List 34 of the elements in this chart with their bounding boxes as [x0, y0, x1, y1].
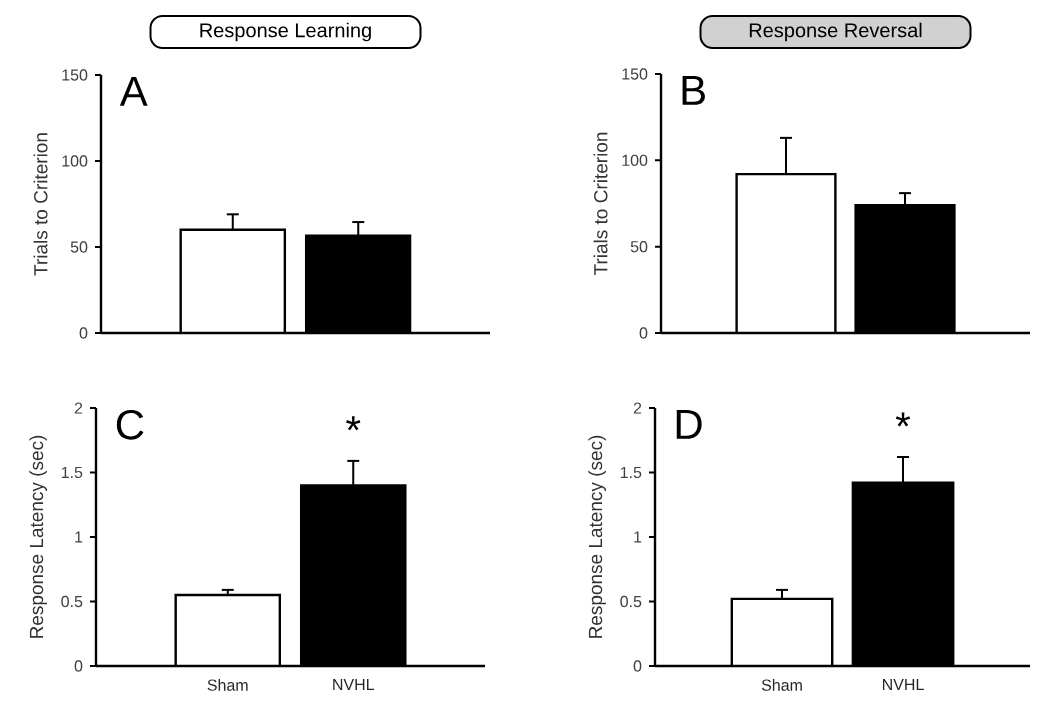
y-tick-label: 2: [633, 402, 642, 414]
y-tick-label: 1: [634, 531, 642, 543]
y-tick-label: 50: [630, 241, 648, 253]
annotation: A: [119, 76, 148, 106]
annotation: *: [895, 412, 911, 427]
y-tick-label: 0: [74, 660, 83, 672]
x-tick-label: NVHL: [882, 679, 924, 691]
y-axis-title: Trials to Criterion: [593, 132, 608, 276]
y-tick-label: 0.5: [620, 595, 642, 608]
y-tick-label: 150: [62, 69, 88, 81]
y-tick-label: 0: [633, 660, 642, 672]
y-tick-label: 1.5: [620, 466, 642, 479]
y-tick-label: 100: [62, 155, 88, 167]
chart-title: Response Learning: [200, 22, 371, 42]
y-tick-label: 50: [70, 241, 88, 253]
annotation: B: [682, 75, 705, 105]
annotation: D: [676, 409, 702, 439]
y-tick-label: 2: [74, 402, 83, 414]
x-tick-label: Sham: [207, 679, 248, 691]
x-tick-label: NVHL: [333, 679, 375, 691]
y-tick-label: 0: [79, 327, 88, 339]
y-axis-title: Response Latency (sec): [29, 435, 47, 638]
annotation: *: [346, 416, 361, 431]
y-tick-label: 1: [75, 531, 83, 543]
y-tick-label: 0: [639, 327, 648, 339]
y-tick-label: 1.5: [61, 466, 83, 479]
y-tick-label: 150: [622, 68, 648, 80]
y-tick-label: 0.5: [61, 595, 83, 608]
x-tick-label: Sham: [761, 679, 802, 691]
annotation: C: [116, 409, 144, 440]
y-axis-title: Trials to Criterion: [33, 133, 48, 276]
y-axis-title: Response Latency (sec): [588, 435, 606, 638]
chart-title: Response Reversal: [749, 22, 922, 42]
y-tick-label: 100: [622, 154, 648, 166]
